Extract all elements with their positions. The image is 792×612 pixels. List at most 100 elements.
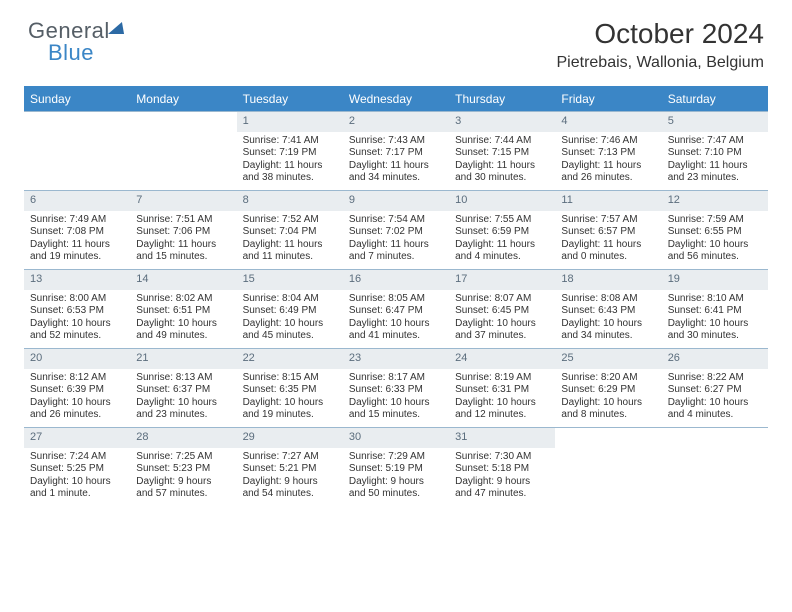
week-row: ..1Sunrise: 7:41 AMSunset: 7:19 PMDaylig… xyxy=(24,111,768,190)
day-body: Sunrise: 7:43 AMSunset: 7:17 PMDaylight:… xyxy=(343,132,449,189)
day-number: 8 xyxy=(237,191,343,211)
sunrise-text: Sunrise: 8:00 AM xyxy=(30,293,124,306)
daylight-text: Daylight: 11 hours and 11 minutes. xyxy=(243,239,337,264)
sunset-text: Sunset: 7:04 PM xyxy=(243,226,337,239)
daylight-text: Daylight: 9 hours and 54 minutes. xyxy=(243,476,337,501)
daylight-text: Daylight: 10 hours and 19 minutes. xyxy=(243,397,337,422)
day-cell: 28Sunrise: 7:25 AMSunset: 5:23 PMDayligh… xyxy=(130,428,236,506)
week-row: 6Sunrise: 7:49 AMSunset: 7:08 PMDaylight… xyxy=(24,190,768,269)
day-body: Sunrise: 7:46 AMSunset: 7:13 PMDaylight:… xyxy=(555,132,661,189)
daylight-text: Daylight: 10 hours and 52 minutes. xyxy=(30,318,124,343)
sunrise-text: Sunrise: 7:57 AM xyxy=(561,214,655,227)
day-number: 15 xyxy=(237,270,343,290)
sunset-text: Sunset: 7:13 PM xyxy=(561,147,655,160)
day-number: 30 xyxy=(343,428,449,448)
day-cell: 27Sunrise: 7:24 AMSunset: 5:25 PMDayligh… xyxy=(24,428,130,506)
daylight-text: Daylight: 10 hours and 1 minute. xyxy=(30,476,124,501)
day-number: 2 xyxy=(343,112,449,132)
sunrise-text: Sunrise: 7:55 AM xyxy=(455,214,549,227)
logo-text-blue: Blue xyxy=(48,40,110,66)
day-body: Sunrise: 7:24 AMSunset: 5:25 PMDaylight:… xyxy=(24,448,130,505)
day-number: 4 xyxy=(555,112,661,132)
day-cell: 2Sunrise: 7:43 AMSunset: 7:17 PMDaylight… xyxy=(343,112,449,190)
daylight-text: Daylight: 9 hours and 50 minutes. xyxy=(349,476,443,501)
day-body: Sunrise: 8:15 AMSunset: 6:35 PMDaylight:… xyxy=(237,369,343,426)
day-cell: 9Sunrise: 7:54 AMSunset: 7:02 PMDaylight… xyxy=(343,191,449,269)
day-cell: 22Sunrise: 8:15 AMSunset: 6:35 PMDayligh… xyxy=(237,349,343,427)
daylight-text: Daylight: 10 hours and 8 minutes. xyxy=(561,397,655,422)
sunset-text: Sunset: 6:41 PM xyxy=(668,305,762,318)
day-number: 5 xyxy=(662,112,768,132)
sunrise-text: Sunrise: 7:59 AM xyxy=(668,214,762,227)
day-number: 18 xyxy=(555,270,661,290)
sunset-text: Sunset: 6:39 PM xyxy=(30,384,124,397)
daylight-text: Daylight: 11 hours and 26 minutes. xyxy=(561,160,655,185)
sunset-text: Sunset: 5:25 PM xyxy=(30,463,124,476)
day-number: 28 xyxy=(130,428,236,448)
day-cell: 21Sunrise: 8:13 AMSunset: 6:37 PMDayligh… xyxy=(130,349,236,427)
day-body: Sunrise: 7:59 AMSunset: 6:55 PMDaylight:… xyxy=(662,211,768,268)
day-cell: 13Sunrise: 8:00 AMSunset: 6:53 PMDayligh… xyxy=(24,270,130,348)
day-cell: 14Sunrise: 8:02 AMSunset: 6:51 PMDayligh… xyxy=(130,270,236,348)
day-cell: 10Sunrise: 7:55 AMSunset: 6:59 PMDayligh… xyxy=(449,191,555,269)
sunset-text: Sunset: 5:19 PM xyxy=(349,463,443,476)
sunrise-text: Sunrise: 8:17 AM xyxy=(349,372,443,385)
day-body: Sunrise: 7:47 AMSunset: 7:10 PMDaylight:… xyxy=(662,132,768,189)
day-body: Sunrise: 8:22 AMSunset: 6:27 PMDaylight:… xyxy=(662,369,768,426)
sunset-text: Sunset: 7:10 PM xyxy=(668,147,762,160)
daylight-text: Daylight: 10 hours and 23 minutes. xyxy=(136,397,230,422)
day-cell: 7Sunrise: 7:51 AMSunset: 7:06 PMDaylight… xyxy=(130,191,236,269)
sunrise-text: Sunrise: 7:54 AM xyxy=(349,214,443,227)
sunrise-text: Sunrise: 7:30 AM xyxy=(455,451,549,464)
day-cell: 1Sunrise: 7:41 AMSunset: 7:19 PMDaylight… xyxy=(237,112,343,190)
sunrise-text: Sunrise: 8:22 AM xyxy=(668,372,762,385)
sunrise-text: Sunrise: 8:04 AM xyxy=(243,293,337,306)
day-body: Sunrise: 7:41 AMSunset: 7:19 PMDaylight:… xyxy=(237,132,343,189)
dow-cell: Saturday xyxy=(662,88,768,111)
day-body: Sunrise: 8:07 AMSunset: 6:45 PMDaylight:… xyxy=(449,290,555,347)
day-number: 16 xyxy=(343,270,449,290)
sunset-text: Sunset: 5:23 PM xyxy=(136,463,230,476)
sunset-text: Sunset: 6:27 PM xyxy=(668,384,762,397)
sunrise-text: Sunrise: 8:15 AM xyxy=(243,372,337,385)
day-number: 3 xyxy=(449,112,555,132)
daylight-text: Daylight: 11 hours and 38 minutes. xyxy=(243,160,337,185)
day-body: Sunrise: 8:13 AMSunset: 6:37 PMDaylight:… xyxy=(130,369,236,426)
sunset-text: Sunset: 6:59 PM xyxy=(455,226,549,239)
header: General Blue October 2024 Pietrebais, Wa… xyxy=(0,0,792,78)
day-number: 11 xyxy=(555,191,661,211)
sunrise-text: Sunrise: 7:27 AM xyxy=(243,451,337,464)
sunset-text: Sunset: 6:53 PM xyxy=(30,305,124,318)
day-body: Sunrise: 8:02 AMSunset: 6:51 PMDaylight:… xyxy=(130,290,236,347)
day-cell: 11Sunrise: 7:57 AMSunset: 6:57 PMDayligh… xyxy=(555,191,661,269)
sunset-text: Sunset: 6:49 PM xyxy=(243,305,337,318)
sunset-text: Sunset: 6:29 PM xyxy=(561,384,655,397)
sunrise-text: Sunrise: 8:10 AM xyxy=(668,293,762,306)
sunset-text: Sunset: 7:06 PM xyxy=(136,226,230,239)
sunset-text: Sunset: 7:19 PM xyxy=(243,147,337,160)
sunset-text: Sunset: 6:45 PM xyxy=(455,305,549,318)
calendar: SundayMondayTuesdayWednesdayThursdayFrid… xyxy=(24,86,768,506)
day-body: Sunrise: 8:04 AMSunset: 6:49 PMDaylight:… xyxy=(237,290,343,347)
sunset-text: Sunset: 6:31 PM xyxy=(455,384,549,397)
daylight-text: Daylight: 10 hours and 12 minutes. xyxy=(455,397,549,422)
day-cell: 16Sunrise: 8:05 AMSunset: 6:47 PMDayligh… xyxy=(343,270,449,348)
week-row: 27Sunrise: 7:24 AMSunset: 5:25 PMDayligh… xyxy=(24,427,768,506)
sunrise-text: Sunrise: 7:51 AM xyxy=(136,214,230,227)
day-body: Sunrise: 7:52 AMSunset: 7:04 PMDaylight:… xyxy=(237,211,343,268)
day-number: 22 xyxy=(237,349,343,369)
day-body: Sunrise: 7:44 AMSunset: 7:15 PMDaylight:… xyxy=(449,132,555,189)
logo-triangle-icon xyxy=(108,22,128,34)
sunset-text: Sunset: 6:55 PM xyxy=(668,226,762,239)
day-body: Sunrise: 8:00 AMSunset: 6:53 PMDaylight:… xyxy=(24,290,130,347)
daylight-text: Daylight: 10 hours and 41 minutes. xyxy=(349,318,443,343)
sunset-text: Sunset: 7:02 PM xyxy=(349,226,443,239)
daylight-text: Daylight: 11 hours and 4 minutes. xyxy=(455,239,549,264)
day-number: 14 xyxy=(130,270,236,290)
sunrise-text: Sunrise: 7:29 AM xyxy=(349,451,443,464)
day-body: Sunrise: 7:30 AMSunset: 5:18 PMDaylight:… xyxy=(449,448,555,505)
day-number: 26 xyxy=(662,349,768,369)
day-body: Sunrise: 8:12 AMSunset: 6:39 PMDaylight:… xyxy=(24,369,130,426)
day-cell: 12Sunrise: 7:59 AMSunset: 6:55 PMDayligh… xyxy=(662,191,768,269)
sunrise-text: Sunrise: 8:08 AM xyxy=(561,293,655,306)
